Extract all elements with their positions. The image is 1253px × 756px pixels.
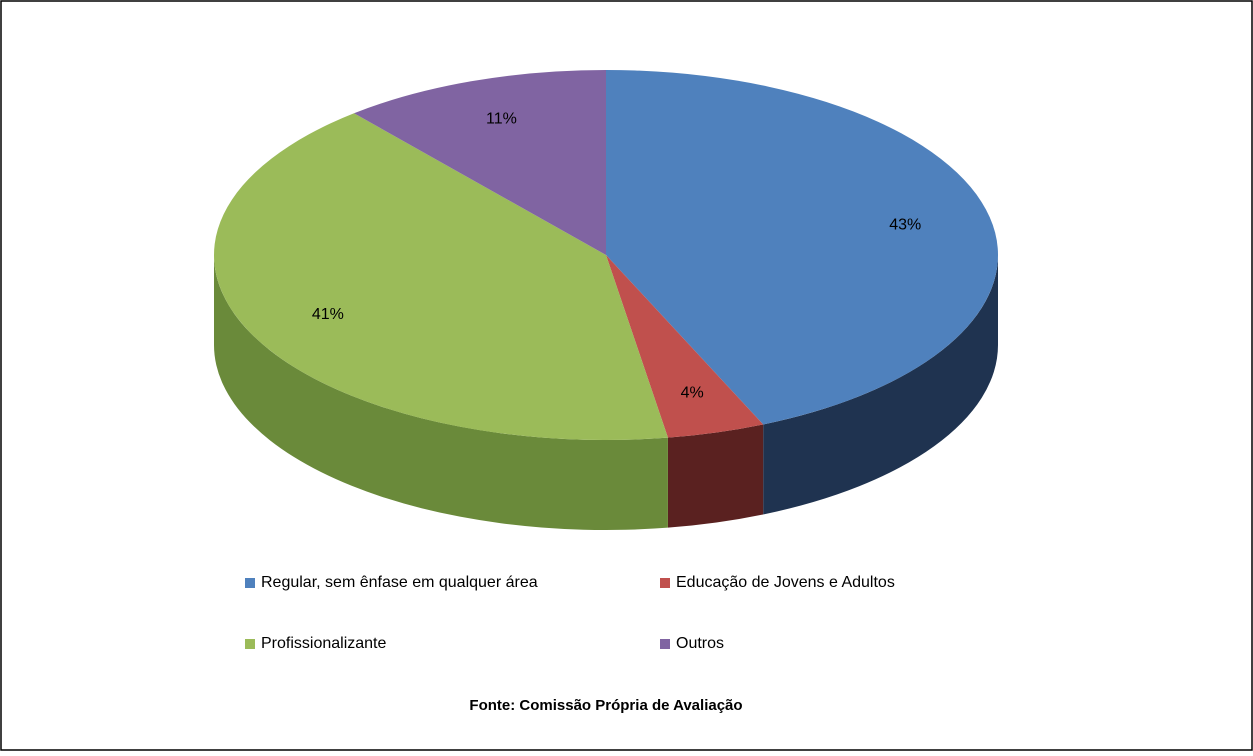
legend-swatch [245,578,255,588]
slice-side [763,255,998,515]
legend-label: Regular, sem ênfase em qualquer área [261,574,538,591]
legend-swatch [660,639,670,649]
data-label: 4% [681,385,704,402]
slice-side [667,424,764,528]
legend-label: Educação de Jovens e Adultos [676,574,895,591]
data-label: 11% [486,111,517,128]
data-label: 41% [312,306,344,323]
legend-label: Outros [676,635,724,652]
slice [213,113,668,441]
data-label: 43% [889,217,921,234]
legend-swatch [245,639,255,649]
slice [606,255,764,438]
legend-swatch [660,578,670,588]
slice [606,70,999,425]
slice [354,70,606,255]
legend-label: Profissionalizante [261,635,387,652]
slice-side [213,255,668,530]
source-note: Fonte: Comissão Própria de Avaliação [469,697,742,714]
